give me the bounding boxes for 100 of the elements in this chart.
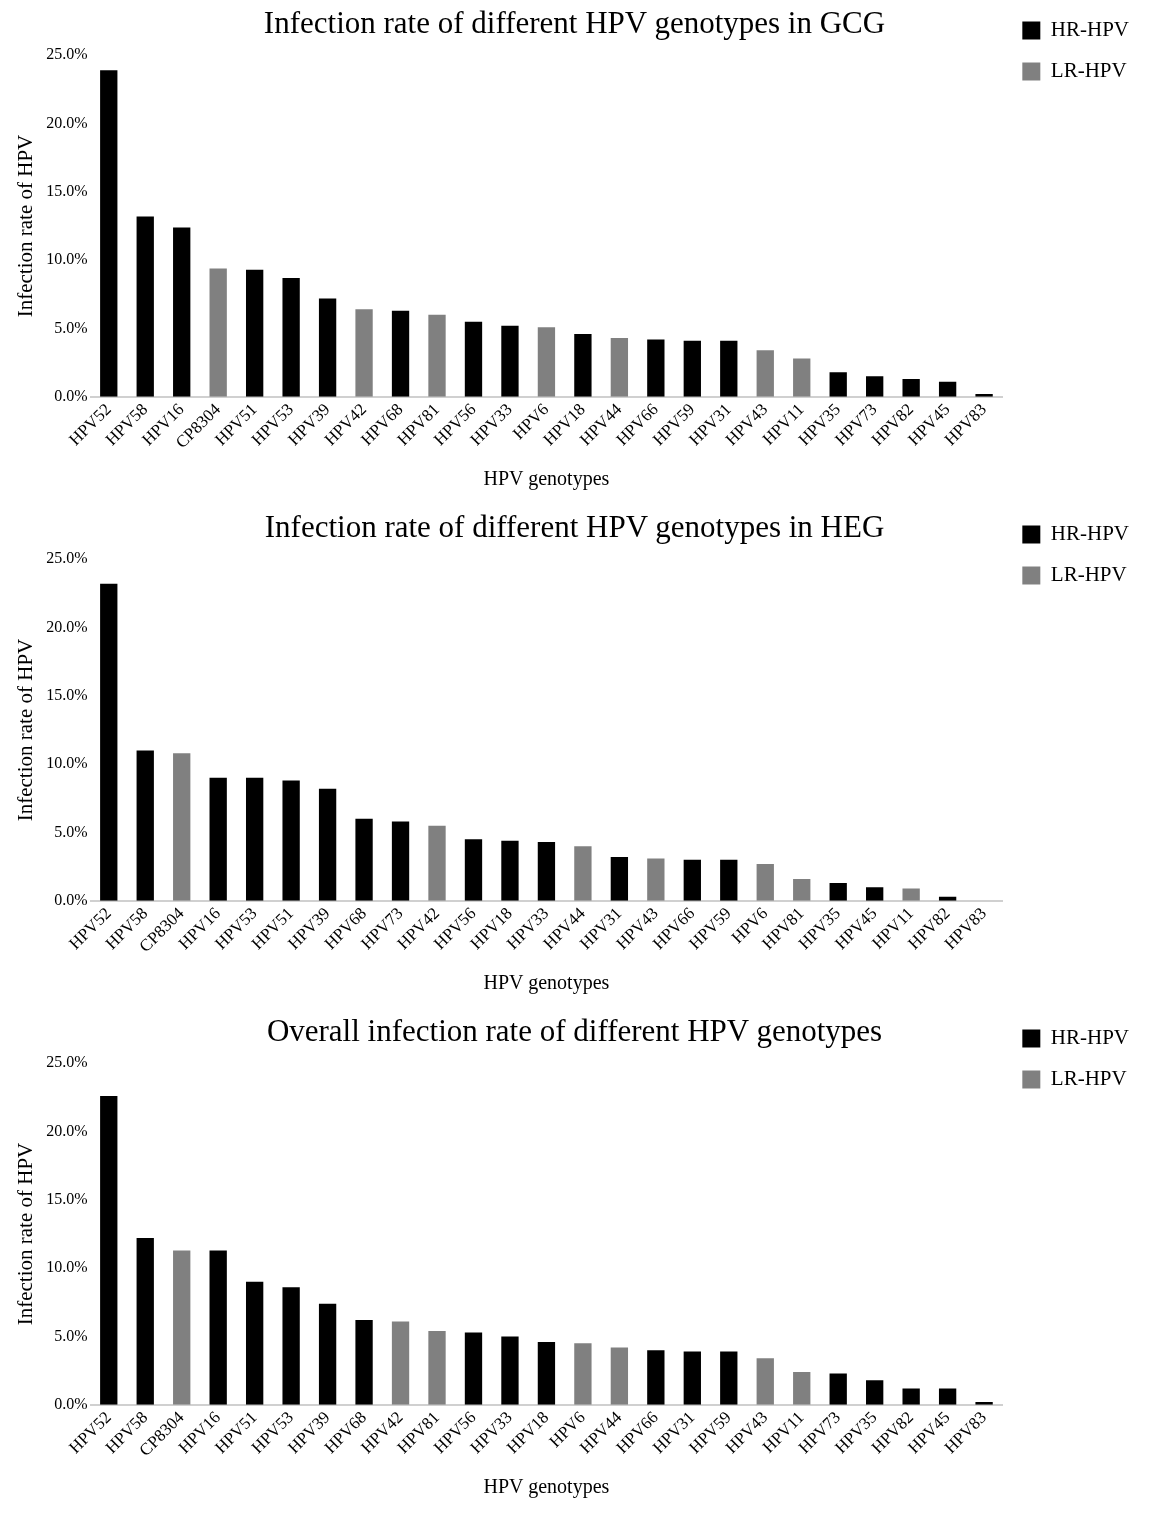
bar	[355, 309, 373, 397]
legend-label: HR-HPV	[1050, 17, 1130, 42]
bar	[756, 350, 774, 397]
y-tick-label: 5.0%	[54, 318, 88, 336]
bar	[793, 878, 811, 901]
bar	[537, 1341, 556, 1405]
bar	[574, 333, 592, 397]
bar	[793, 358, 811, 397]
bar	[610, 857, 629, 901]
bar	[209, 777, 227, 901]
bar	[282, 277, 300, 397]
y-tick-label: 25.0%	[46, 45, 88, 63]
bar	[720, 1351, 738, 1405]
bar	[683, 340, 701, 397]
bar	[537, 842, 556, 901]
y-tick-label: 0.0%	[54, 387, 88, 405]
bar	[355, 818, 373, 901]
chart-title: Infection rate of different HPV genotypes in GCG	[263, 4, 886, 40]
y-tick-label: 20.0%	[46, 617, 88, 635]
bar	[282, 1287, 300, 1405]
y-tick-label: 5.0%	[54, 822, 88, 840]
y-tick-label: 5.0%	[54, 1326, 88, 1344]
bar	[829, 883, 847, 901]
y-axis-title: Infection rate of HPV	[13, 1142, 38, 1326]
y-tick-label: 15.0%	[46, 686, 88, 704]
bar	[866, 887, 884, 901]
bar	[574, 1343, 592, 1405]
y-tick-label: 0.0%	[54, 1395, 88, 1413]
bar	[501, 1336, 519, 1405]
y-tick-label: 15.0%	[46, 182, 88, 200]
bar	[501, 840, 519, 901]
bar	[391, 1321, 410, 1405]
bar	[537, 327, 556, 397]
bar	[574, 846, 592, 901]
bar	[100, 70, 118, 397]
bar	[902, 379, 920, 397]
bar	[756, 863, 774, 901]
bar	[938, 1388, 957, 1405]
bar	[938, 381, 957, 397]
bar	[829, 372, 847, 397]
legend-label: LR-HPV	[1050, 1066, 1127, 1091]
x-axis-title: HPV genotypes	[483, 467, 610, 491]
y-tick-label: 15.0%	[46, 1190, 88, 1208]
bar	[173, 227, 191, 397]
bar	[647, 858, 665, 901]
bar	[829, 1373, 847, 1405]
bar	[318, 788, 337, 901]
legend-label: HR-HPV	[1050, 521, 1130, 546]
x-axis-title: HPV genotypes	[483, 1475, 610, 1499]
bar	[428, 1331, 446, 1405]
chart-title: Infection rate of different HPV genotypes in HEG	[264, 508, 885, 544]
bar	[501, 325, 519, 397]
bar	[209, 1250, 227, 1405]
bar	[428, 314, 446, 397]
y-tick-label: 10.0%	[46, 250, 88, 268]
bar	[391, 310, 410, 397]
bar	[245, 269, 264, 397]
bar	[902, 1388, 920, 1405]
y-tick-label: 25.0%	[46, 549, 88, 567]
bar	[136, 750, 154, 901]
bar	[464, 321, 483, 397]
y-axis-title: Infection rate of HPV	[13, 134, 38, 318]
legend-label: LR-HPV	[1050, 562, 1127, 587]
bar	[100, 1096, 118, 1405]
y-tick-label: 20.0%	[46, 1121, 88, 1139]
bar	[245, 1281, 264, 1405]
x-axis-title: HPV genotypes	[483, 971, 610, 995]
bar	[610, 1347, 629, 1405]
bar	[136, 1238, 154, 1405]
bar	[428, 825, 446, 901]
bar	[245, 777, 264, 901]
bar	[355, 1320, 373, 1405]
bar	[902, 888, 920, 901]
bar	[756, 1358, 774, 1405]
bar	[136, 216, 154, 397]
y-axis-title: Infection rate of HPV	[13, 638, 38, 822]
bar	[610, 338, 629, 397]
bar	[391, 821, 410, 901]
bar	[173, 1250, 191, 1405]
bar	[282, 780, 300, 901]
bar	[464, 1332, 483, 1405]
bar	[866, 1380, 884, 1405]
bar	[173, 753, 191, 901]
bar	[793, 1372, 811, 1405]
chart-title: Overall infection rate of different HPV genotypes	[266, 1012, 883, 1048]
y-tick-label: 20.0%	[46, 113, 88, 131]
y-tick-label: 0.0%	[54, 891, 88, 909]
bar	[647, 1350, 665, 1405]
bar	[683, 859, 701, 901]
bar	[318, 1303, 337, 1405]
y-tick-label: 10.0%	[46, 754, 88, 772]
bar	[720, 340, 738, 397]
bar	[318, 298, 337, 397]
bar	[720, 859, 738, 901]
y-tick-label: 10.0%	[46, 1258, 88, 1276]
bar	[209, 268, 227, 397]
bar	[683, 1351, 701, 1405]
legend-label: HR-HPV	[1050, 1025, 1130, 1050]
bar	[866, 376, 884, 397]
bar	[647, 339, 665, 397]
